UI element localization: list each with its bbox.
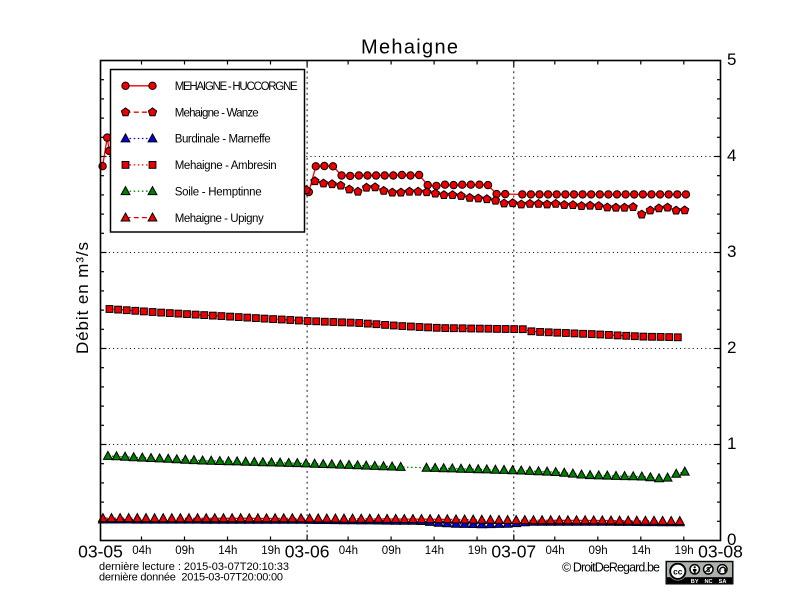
svg-text:03-08: 03-08 xyxy=(698,542,743,562)
svg-text:Mehaigne: Mehaigne xyxy=(361,37,458,59)
svg-text:03-07: 03-07 xyxy=(491,542,536,562)
svg-text:Burdinale - Marneffe: Burdinale - Marneffe xyxy=(175,134,271,146)
svg-text:04h: 04h xyxy=(339,545,358,557)
svg-text:1: 1 xyxy=(727,434,736,453)
svg-text:Mehaigne - Upigny: Mehaigne - Upigny xyxy=(175,213,264,225)
svg-text:dernière donnée 2015-03-07T20: dernière donnée 2015-03-07T20:00:00 xyxy=(99,572,283,584)
svg-text:3: 3 xyxy=(727,242,736,261)
svg-text:Débit en m³/s: Débit en m³/s xyxy=(73,242,92,354)
svg-text:19h: 19h xyxy=(675,545,694,557)
svg-text:MEHAIGNE - HUCCORGNE: MEHAIGNE - HUCCORGNE xyxy=(175,81,298,93)
svg-text:SA: SA xyxy=(719,579,727,585)
svg-text:cc: cc xyxy=(673,566,683,576)
svg-text:0: 0 xyxy=(727,530,736,549)
svg-text:dernière lecture : 2015-03-07T: dernière lecture : 2015-03-07T20:10:33 xyxy=(99,561,289,573)
svg-text:04h: 04h xyxy=(132,545,151,557)
svg-text:Soile - Hemptinne: Soile - Hemptinne xyxy=(175,186,262,198)
svg-text:04h: 04h xyxy=(546,545,565,557)
svg-text:09h: 09h xyxy=(175,545,194,557)
svg-text:2: 2 xyxy=(727,338,736,357)
svg-text:Mehaigne - Wanze: Mehaigne - Wanze xyxy=(175,107,259,119)
svg-text:Mehaigne - Ambresin: Mehaigne - Ambresin xyxy=(175,160,277,172)
svg-text:09h: 09h xyxy=(382,545,401,557)
svg-text:19h: 19h xyxy=(261,545,280,557)
svg-text:03-06: 03-06 xyxy=(285,542,330,562)
svg-text:19h: 19h xyxy=(468,545,487,557)
svg-text:NC: NC xyxy=(704,579,712,585)
svg-text:5: 5 xyxy=(727,50,736,69)
svg-text:4: 4 xyxy=(727,146,736,165)
svg-text:03-05: 03-05 xyxy=(78,542,123,562)
svg-text:BY: BY xyxy=(691,579,699,585)
svg-text:14h: 14h xyxy=(218,545,237,557)
svg-text:© DroitDeRegard.be: © DroitDeRegard.be xyxy=(562,561,660,575)
svg-text:09h: 09h xyxy=(589,545,608,557)
svg-text:14h: 14h xyxy=(425,545,444,557)
svg-text:14h: 14h xyxy=(632,545,651,557)
